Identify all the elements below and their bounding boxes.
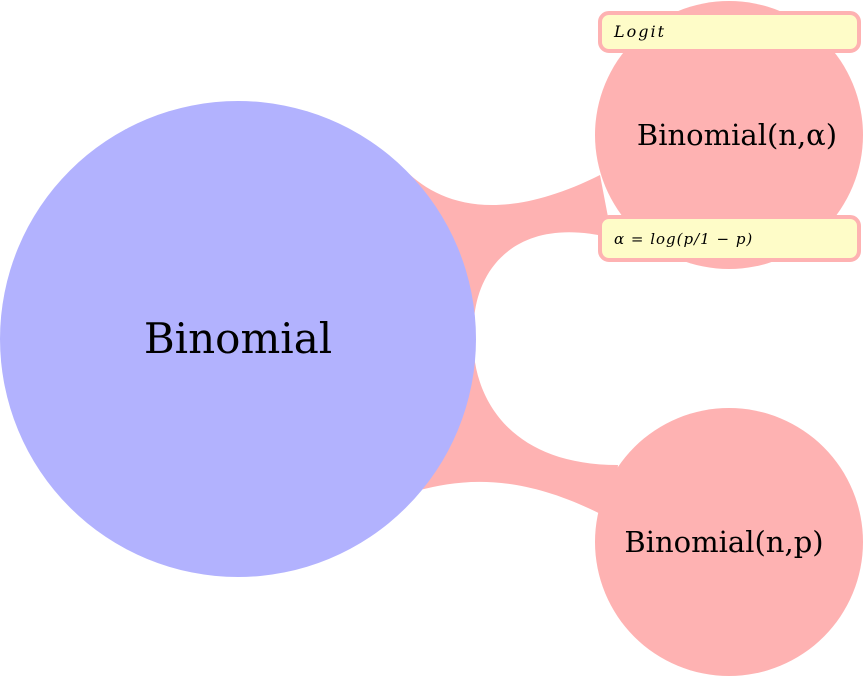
child-node-binomial-p-label: Binomial(n,p)	[624, 525, 823, 559]
connector-root-to-binomial-alpha	[405, 170, 612, 320]
annotation-alpha-formula-text: α = log(p/1 − p)	[614, 230, 753, 248]
annotation-logit: Logit	[598, 11, 861, 53]
root-node-label: Binomial	[144, 314, 332, 363]
child-node-binomial-p[interactable]	[595, 408, 863, 676]
annotation-logit-box	[598, 11, 861, 53]
annotation-logit-text: Logit	[613, 22, 666, 41]
root-node-binomial[interactable]	[0, 101, 476, 577]
annotation-alpha-formula-box	[598, 215, 861, 262]
child-node-binomial-alpha-label: Binomial(n,α)	[637, 118, 837, 152]
annotation-alpha-formula: α = log(p/1 − p)	[598, 215, 861, 262]
connector-root-to-binomial-p	[420, 355, 618, 520]
child-node-binomial-alpha[interactable]	[595, 1, 863, 269]
